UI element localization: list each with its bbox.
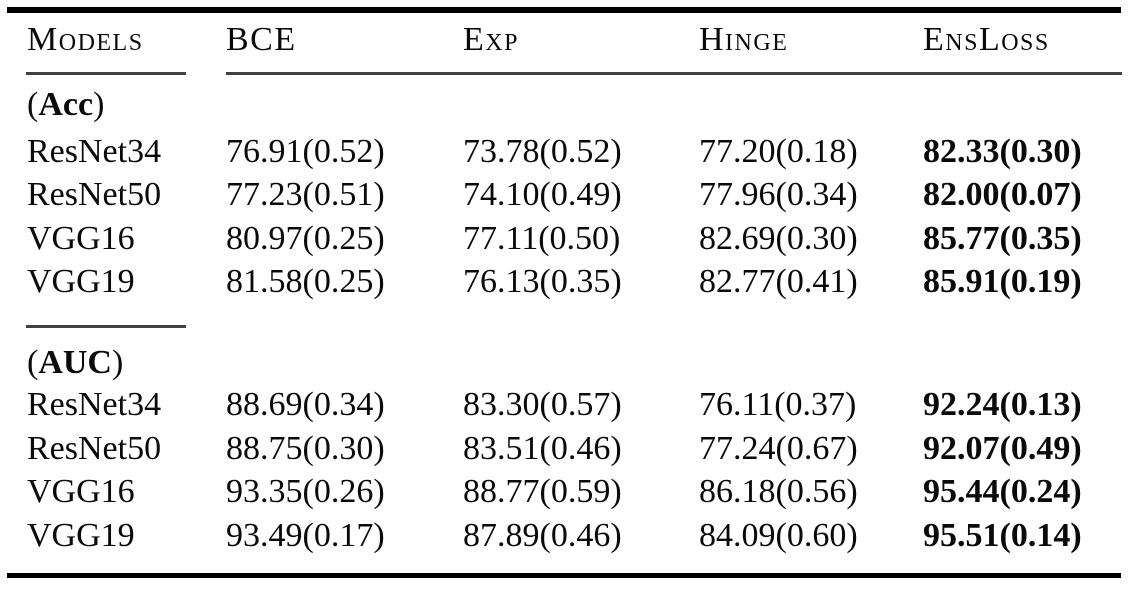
hinge-value: 82.77(0.41): [699, 263, 858, 300]
table-row: ResNet34 88.69(0.34) 83.30(0.57) 76.11(0…: [0, 383, 1130, 426]
table-row: VGG19 93.49(0.17) 87.89(0.46) 84.09(0.60…: [0, 514, 1130, 557]
bce-value: 93.49(0.17): [226, 517, 385, 554]
ensloss-value: 95.51(0.14): [923, 517, 1082, 554]
ensloss-value: 82.00(0.07): [923, 176, 1082, 213]
exp-value: 74.10(0.49): [463, 176, 622, 213]
hinge-value: 76.11(0.37): [699, 386, 857, 423]
table-bottom-rule: [7, 573, 1121, 578]
exp-value: 88.77(0.59): [463, 473, 622, 510]
section-label-text: AUC: [38, 344, 112, 381]
section-label-acc: (Acc): [0, 83, 1130, 126]
header-rule-loss-columns: [226, 72, 1122, 75]
bce-value: 76.91(0.52): [226, 133, 385, 170]
exp-value: 73.78(0.52): [463, 133, 622, 170]
model-name: VGG16: [27, 220, 135, 257]
bce-value: 93.35(0.26): [226, 473, 385, 510]
exp-value: 87.89(0.46): [463, 517, 622, 554]
column-header-ensloss: EnsLoss: [923, 21, 1050, 58]
ensloss-value: 82.33(0.30): [923, 133, 1082, 170]
model-name: ResNet34: [27, 386, 162, 423]
table-row: ResNet50 88.75(0.30) 83.51(0.46) 77.24(0…: [0, 427, 1130, 470]
model-name: ResNet34: [27, 133, 162, 170]
ensloss-value: 95.44(0.24): [923, 473, 1082, 510]
table-row: VGG16 93.35(0.26) 88.77(0.59) 86.18(0.56…: [0, 470, 1130, 513]
section-label-open: (: [27, 86, 39, 123]
table-top-rule: [7, 7, 1121, 13]
bce-value: 88.69(0.34): [226, 386, 385, 423]
ensloss-value: 85.91(0.19): [923, 263, 1082, 300]
model-name: VGG16: [27, 473, 135, 510]
table-row: VGG19 81.58(0.25) 76.13(0.35) 82.77(0.41…: [0, 260, 1130, 303]
hinge-value: 77.24(0.67): [699, 430, 858, 467]
bce-value: 88.75(0.30): [226, 430, 385, 467]
column-header-exp: Exp: [463, 21, 519, 58]
hinge-value: 86.18(0.56): [699, 473, 858, 510]
model-name: ResNet50: [27, 430, 162, 467]
ensloss-value: 92.07(0.49): [923, 430, 1082, 467]
section-label-open: (: [27, 344, 39, 381]
header-rule-models-column: [26, 72, 186, 75]
bce-value: 81.58(0.25): [226, 263, 385, 300]
ensloss-value: 85.77(0.35): [923, 220, 1082, 257]
model-name: ResNet50: [27, 176, 162, 213]
column-header-bce: BCE: [226, 21, 297, 58]
section-label-auc: (AUC): [0, 341, 1130, 384]
column-header-models: Models: [27, 21, 144, 58]
hinge-value: 82.69(0.30): [699, 220, 858, 257]
hinge-value: 77.96(0.34): [699, 176, 858, 213]
table-row: ResNet34 76.91(0.52) 73.78(0.52) 77.20(0…: [0, 130, 1130, 173]
ensloss-value: 92.24(0.13): [923, 386, 1082, 423]
bce-value: 80.97(0.25): [226, 220, 385, 257]
table-row: VGG16 80.97(0.25) 77.11(0.50) 82.69(0.30…: [0, 217, 1130, 260]
model-name: VGG19: [27, 517, 135, 554]
hinge-value: 77.20(0.18): [699, 133, 858, 170]
table-row: ResNet50 77.23(0.51) 74.10(0.49) 77.96(0…: [0, 173, 1130, 216]
section-label-close: ): [93, 86, 105, 123]
hinge-value: 84.09(0.60): [699, 517, 858, 554]
model-name: VGG19: [27, 263, 135, 300]
bce-value: 77.23(0.51): [226, 176, 385, 213]
exp-value: 77.11(0.50): [463, 220, 621, 257]
section-label-text: Acc: [38, 86, 94, 123]
section-divider-rule: [26, 325, 186, 328]
table-header-row: Models BCE Exp Hinge EnsLoss: [0, 18, 1130, 61]
section-label-close: ): [112, 344, 124, 381]
exp-value: 83.51(0.46): [463, 430, 622, 467]
exp-value: 76.13(0.35): [463, 263, 622, 300]
exp-value: 83.30(0.57): [463, 386, 622, 423]
column-header-hinge: Hinge: [699, 21, 789, 58]
